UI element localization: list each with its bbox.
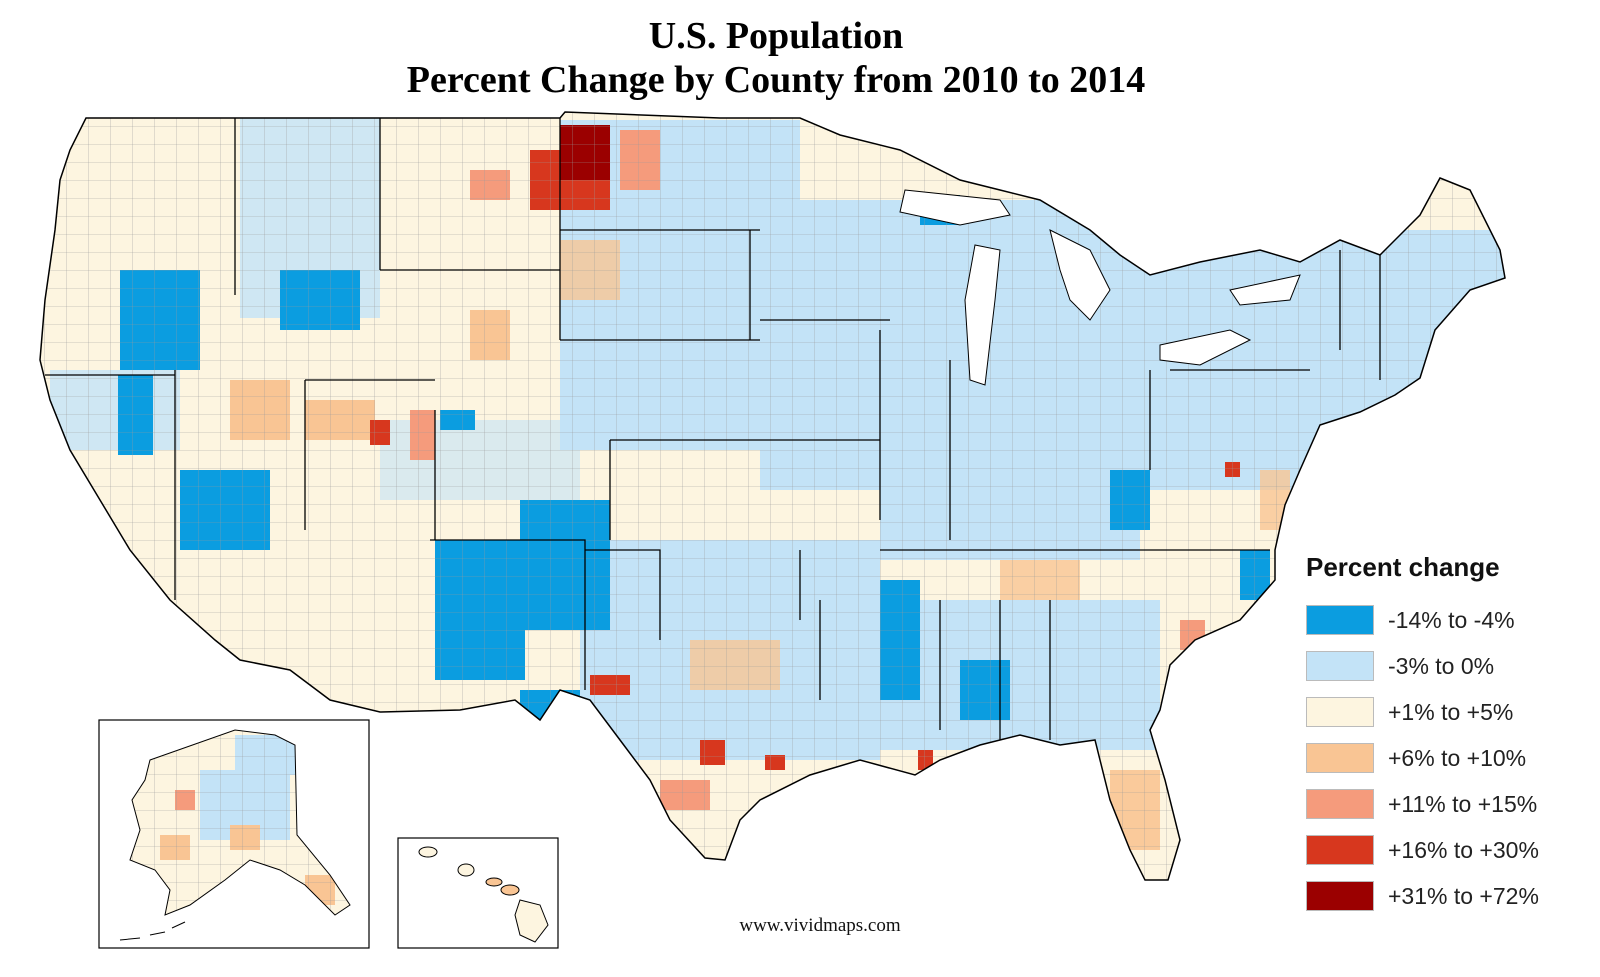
legend-swatch — [1306, 651, 1374, 681]
legend-swatch — [1306, 743, 1374, 773]
title-line-2: Percent Change by County from 2010 to 20… — [406, 59, 1146, 101]
alaska-inset — [98, 719, 370, 949]
source-credit: www.vividmaps.com — [739, 915, 901, 936]
legend-swatch — [1306, 789, 1374, 819]
legend-label: +31% to +72% — [1388, 882, 1539, 909]
great-lakes — [899, 189, 1301, 386]
legend-item: +11% to +15% — [1306, 781, 1566, 827]
legend-item: +31% to +72% — [1306, 873, 1566, 919]
hawaii-inset — [397, 837, 559, 949]
legend-label: +11% to +15% — [1388, 790, 1538, 817]
legend-label: -14% to -4% — [1388, 606, 1515, 633]
legend-label: -3% to 0% — [1388, 652, 1495, 679]
legend-item: +1% to +5% — [1306, 689, 1566, 735]
legend-label: +16% to +30% — [1388, 836, 1539, 863]
map-title: U.S. Population Percent Change by County… — [0, 14, 1552, 102]
legend-label: +1% to +5% — [1388, 698, 1514, 725]
legend-swatch — [1306, 835, 1374, 865]
legend-item: +6% to +10% — [1306, 735, 1566, 781]
legend-swatch — [1306, 605, 1374, 635]
legend-item: -14% to -4% — [1306, 597, 1566, 643]
title-line-1: U.S. Population — [648, 15, 904, 57]
legend-swatch — [1306, 881, 1374, 911]
legend-item: +16% to +30% — [1306, 827, 1566, 873]
legend-swatch — [1306, 697, 1374, 727]
legend-item: -3% to 0% — [1306, 643, 1566, 689]
legend-title: Percent change — [1306, 552, 1500, 582]
legend: Percent change -14% to -4% -3% to 0% +1%… — [1306, 552, 1566, 919]
legend-label: +6% to +10% — [1388, 744, 1527, 771]
